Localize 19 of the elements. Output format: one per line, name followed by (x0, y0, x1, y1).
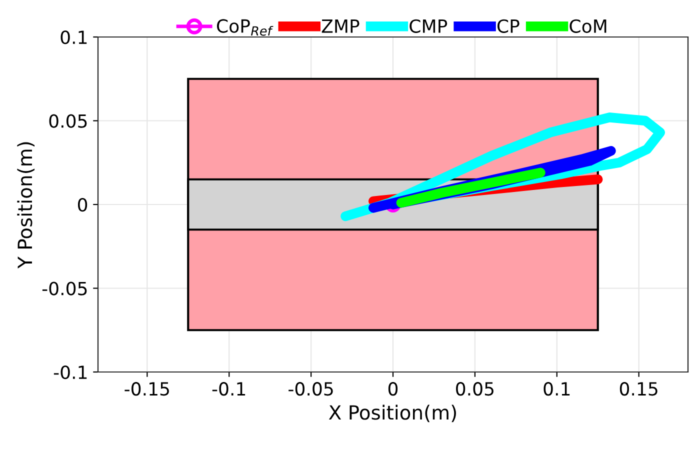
legend-label: CoP$_{Ref}$ (216, 19, 274, 36)
legend-label: CMP (410, 19, 448, 33)
x-axis-title: X Position(m) (328, 404, 456, 422)
legend-label: CP (497, 19, 520, 33)
y-tick-label: -0.05 (42, 282, 87, 296)
x-tick-label: 0.05 (456, 382, 494, 396)
x-tick-label: 0 (388, 382, 398, 396)
y-tick-label: 0 (78, 198, 88, 212)
y-axis-title: Y Position(m) (17, 142, 35, 268)
legend-label: ZMP (322, 20, 360, 33)
x-tick-label: 0.1 (544, 382, 570, 396)
y-tick-label: -0.1 (54, 365, 87, 380)
x-tick-label: 0.15 (620, 382, 658, 396)
x-tick-label: -0.05 (288, 382, 333, 396)
y-tick-label: 0.05 (49, 114, 87, 128)
x-tick-label: -0.1 (212, 382, 246, 396)
legend-label: CoM (570, 19, 606, 33)
y-tick-label: 0.1 (60, 30, 87, 44)
x-tick-label: -0.15 (124, 382, 169, 396)
